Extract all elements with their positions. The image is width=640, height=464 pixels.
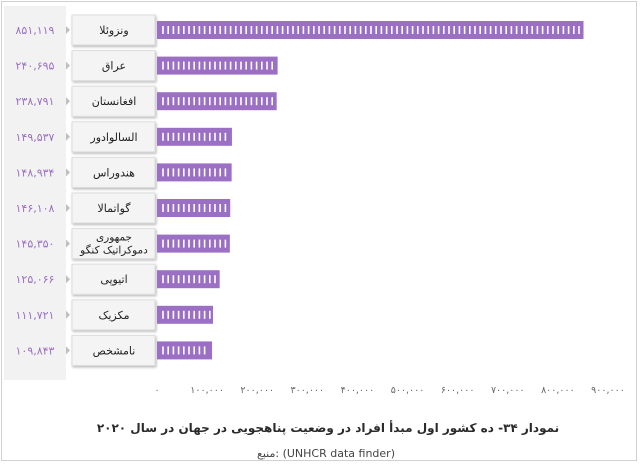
category-box: [71, 121, 156, 153]
bar-stripes: [162, 239, 227, 248]
bar-value-label: ۱۱۱,۷۲۱: [16, 309, 55, 322]
x-tick-label: ۳۰۰,۰۰۰: [291, 385, 325, 396]
x-tick-label: ۶۰۰,۰۰۰: [441, 385, 475, 396]
bar-value-label: ۱۴۶,۱۰۸: [16, 202, 55, 215]
bar-row: ۱۴۵,۳۵۰ جمهوری دموکراتیک کنگو: [16, 228, 230, 260]
bar-stripes: [162, 26, 580, 34]
bar-value-label: ۱۴۵,۳۵۰: [16, 238, 55, 251]
arrow-mark: [66, 26, 70, 34]
bar-value-label: ۱۴۹,۵۳۷: [16, 131, 55, 144]
bar-stripes: [162, 275, 216, 284]
bar-stripes: [162, 346, 206, 355]
arrow-mark: [66, 204, 70, 212]
category-box: [71, 192, 156, 224]
arrow-mark: [66, 239, 70, 248]
x-tick-label: ۱۰۰,۰۰۰: [190, 385, 224, 396]
bar: [157, 92, 277, 111]
category-box: [71, 156, 156, 188]
category-box: [71, 334, 156, 366]
x-tick-label: ۰: [154, 385, 159, 396]
arrow-mark: [66, 346, 70, 355]
category-box: [71, 85, 156, 117]
arrow-mark: [66, 97, 70, 106]
category-label: جمهوری دموکراتیک کنگو: [79, 232, 148, 257]
arrow-mark: [66, 275, 70, 284]
category-label: عراق: [102, 60, 126, 73]
bar-stripes: [162, 132, 227, 141]
category-label: افغانستان: [92, 95, 137, 108]
arrow-mark: [66, 168, 70, 177]
arrow-mark: [66, 132, 70, 141]
bar-stripes: [162, 97, 274, 106]
bar-value-label: ۲۳۸,۷۹۱: [16, 95, 55, 108]
category-label: گواتمالا: [97, 202, 131, 215]
bar-row: ۱۱۱,۷۲۱ مکزیک: [16, 299, 213, 331]
bar-value-label: ۱۲۵,۰۶۶: [16, 273, 55, 286]
bar-row: ۱۰۹,۸۴۳ نامشخص: [16, 334, 213, 366]
category-box: [71, 263, 156, 295]
category-box: [71, 299, 156, 331]
x-tick-label: ۹۰۰,۰۰۰: [591, 385, 625, 396]
category-label: هندوراس: [93, 166, 135, 179]
bar-stripes: [162, 61, 274, 70]
chart-source: منبع: (UNHCR data finder): [257, 447, 395, 460]
arrow-mark: [66, 310, 70, 319]
bar-value-label: ۲۴۰,۶۹۵: [16, 60, 55, 73]
category-label: السالوادور: [89, 131, 137, 144]
bar-value-label: ۸۵۱,۱۱۹: [16, 24, 55, 37]
chart-title: نمودار ۳۴- ده کشور اول مبدأ افراد در وضع…: [97, 420, 559, 436]
category-box: [71, 228, 156, 260]
category-label: مکزیک: [99, 309, 130, 322]
value-panel: [4, 6, 66, 380]
x-tick-label: ۸۰۰,۰۰۰: [541, 385, 575, 396]
x-tick-label: ۵۰۰,۰۰۰: [391, 385, 425, 396]
x-tick-label: ۷۰۰,۰۰۰: [491, 385, 525, 396]
category-label: نامشخص: [93, 344, 136, 357]
bar-stripes: [162, 204, 227, 212]
bar-stripes: [162, 168, 227, 177]
x-tick-label: ۴۰۰,۰۰۰: [341, 385, 375, 396]
bar-row: ۱۲۵,۰۶۶ اتیوپی: [16, 263, 220, 295]
category-label: ونزوئلا: [99, 24, 128, 37]
bar-stripes: [162, 310, 211, 319]
arrow-mark: [66, 61, 70, 70]
bar-row: ۱۴۸,۹۳۴ هندوراس: [16, 156, 232, 188]
category-box: [71, 14, 156, 46]
category-label: اتیوپی: [100, 273, 127, 286]
bar-row: ۱۴۶,۱۰۸ گواتمالا: [16, 192, 231, 224]
bar-row: ۲۳۸,۷۹۱ افغانستان: [16, 85, 277, 117]
bar-value-label: ۱۰۹,۸۴۳: [16, 344, 55, 357]
bar-row: ۸۵۱,۱۱۹ ونزوئلا: [16, 14, 584, 46]
bar-row: ۱۴۹,۵۳۷ السالوادور: [16, 121, 232, 153]
bar-row: ۲۴۰,۶۹۵ عراق: [16, 50, 278, 82]
bar-value-label: ۱۴۸,۹۳۴: [16, 166, 55, 179]
bar: [157, 56, 278, 75]
category-box: [71, 50, 156, 82]
x-tick-label: ۲۰۰,۰۰۰: [240, 385, 274, 396]
bar: [157, 305, 213, 324]
